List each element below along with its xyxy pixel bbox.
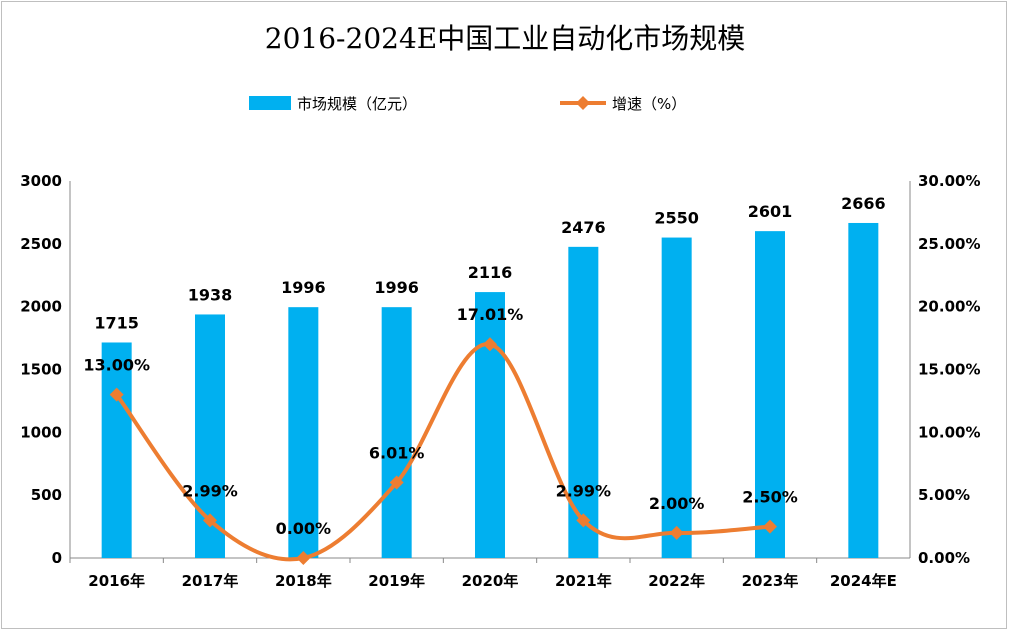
bar [755, 231, 785, 559]
growth-value-label: 0.00% [276, 519, 332, 538]
y2-tick-label: 20.00% [918, 298, 980, 316]
x-tick-label: 2021年 [555, 572, 612, 590]
bar-value-label: 2476 [561, 218, 606, 237]
growth-value-label: 2.00% [649, 494, 705, 513]
bar-value-label: 1938 [188, 285, 233, 304]
y-tick-label: 1000 [20, 423, 62, 441]
growth-point-marker [483, 337, 497, 352]
growth-point-marker [203, 513, 217, 528]
legend-bar-swatch [249, 96, 291, 110]
bar [288, 307, 319, 558]
y-tick-label: 3000 [20, 172, 62, 190]
growth-value-label: 2.99% [182, 481, 238, 500]
bar [661, 237, 692, 559]
bar [381, 307, 412, 558]
y2-tick-label: 15.00% [918, 361, 980, 379]
x-tick-label: 2017年 [182, 572, 239, 590]
growth-point-marker [576, 513, 591, 528]
x-tick-label: 2023年 [742, 572, 799, 590]
legend: 市场规模（亿元） 增速（%） [249, 95, 686, 113]
growth-value-label: 13.00% [83, 356, 150, 375]
y2-tick-label: 10.00% [918, 423, 980, 441]
legend-line-marker [576, 96, 590, 110]
growth-value-label: 2.99% [556, 481, 612, 500]
y-tick-label: 1500 [20, 361, 62, 379]
bar-value-label: 1996 [374, 278, 419, 297]
bar [475, 292, 505, 558]
y2-tick-label: 25.00% [918, 235, 980, 253]
growth-line [115, 342, 771, 562]
growth-value-label: 6.01% [369, 443, 425, 462]
bar-value-label: 2601 [748, 202, 793, 221]
bar-value-label: 1996 [281, 278, 326, 297]
legend-line-label: 增速（%） [612, 95, 686, 113]
bar [568, 246, 599, 558]
growth-point-marker [296, 551, 311, 565]
y-tick-label: 2000 [20, 298, 62, 316]
x-tick-label: 2016年 [88, 572, 145, 590]
x-tick-label: 2020年 [462, 572, 519, 590]
x-tick-label: 2018年 [275, 572, 332, 590]
growth-value-label: 17.01% [457, 305, 524, 324]
chart-title: 2016-2024E中国工业自动化市场规模 [265, 22, 745, 55]
growth-value-label: 2.50% [742, 488, 798, 507]
bar-value-label: 2116 [468, 263, 513, 282]
bar [101, 342, 132, 558]
growth-point-marker [763, 519, 777, 534]
legend-bar-label: 市场规模（亿元） [297, 95, 417, 113]
y-tick-label: 2500 [20, 235, 62, 253]
y2-tick-label: 0.00% [918, 549, 970, 567]
growth-point-marker [389, 475, 404, 490]
y2-tick-label: 30.00% [918, 172, 980, 190]
y-tick-label: 0 [52, 549, 62, 567]
growth-point-marker [669, 525, 684, 540]
bar [848, 222, 879, 559]
bar-value-label: 1715 [94, 313, 139, 332]
y2-tick-label: 5.00% [918, 486, 970, 504]
x-tick-label: 2022年 [648, 572, 705, 590]
bar-value-label: 2666 [841, 194, 886, 213]
growth-point-marker [109, 387, 124, 402]
y-tick-label: 500 [31, 486, 62, 504]
bar-value-label: 2550 [654, 209, 699, 228]
x-tick-label: 2019年 [368, 572, 425, 590]
x-tick-label: 2024年E [830, 572, 897, 590]
